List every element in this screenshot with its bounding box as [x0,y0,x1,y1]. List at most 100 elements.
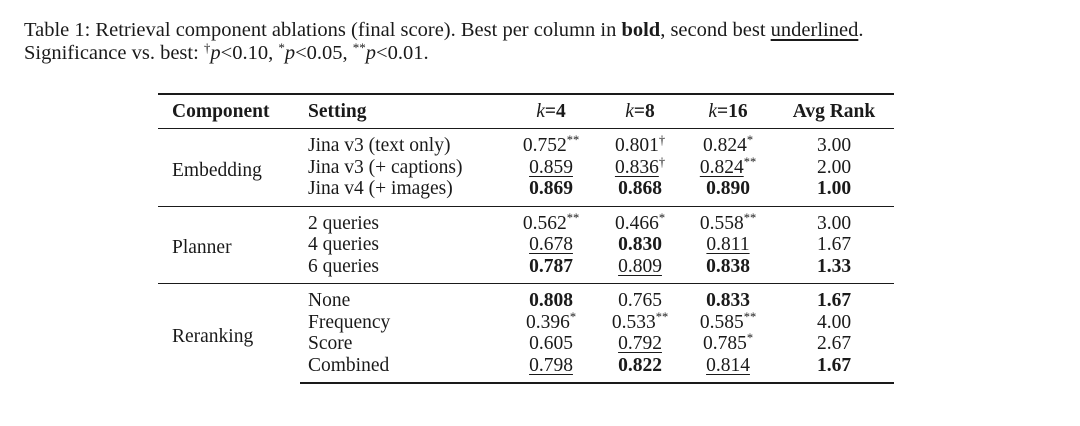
setting-cell: None [300,283,504,312]
table-row: Jina v3 (+ captions) 0.859 0.836† 0.824*… [158,154,894,179]
significance-mark: ** [655,309,669,324]
score-k8: 0.868 [598,178,682,206]
caption-line-1: Table 1: Retrieval component ablations (… [24,19,1064,42]
score-k16: 0.814 [682,354,774,384]
score-value: 0.808 [529,290,573,311]
k-value: =16 [717,100,748,122]
score-k16: 0.811 [682,234,774,256]
table-row: Frequency 0.396* 0.533** 0.585** 4.00 [158,309,894,334]
score-k8: 0.822 [598,354,682,384]
table-header: Component Setting k=4 k=8 k=16 Avg Rank [158,94,894,129]
score-value: 0.838 [706,255,750,277]
setting-cell: Jina v3 (+ captions) [308,156,463,178]
p-symbol: p [284,42,296,64]
p-symbol: p [210,42,221,64]
avg-rank-cell: 2.67 [816,333,852,354]
setting-cell: Jina v4 (+ images) [308,178,453,199]
score-value: 0.890 [706,178,750,199]
k-symbol: k [536,100,545,122]
header-component: Component [172,100,270,122]
score-value: 0.814 [706,354,750,376]
header-avg-rank: Avg Rank [792,100,876,122]
table-row: 4 queries 0.678 0.830 0.811 1.67 [158,234,894,256]
score-k16: 0.890 [682,178,774,206]
k-value: =8 [633,100,655,122]
score-k4: 0.798 [504,354,598,384]
table-row: Jina v4 (+ images) 0.869 0.868 0.890 1.0… [158,178,894,206]
results-table: Component Setting k=4 k=8 k=16 Avg Rank … [158,93,894,384]
score-k8: 0.765 [598,283,682,312]
score-value: 0.562 [522,212,567,234]
score-value: 0.822 [618,354,662,376]
score-k8: 0.792 [598,333,682,355]
score-k16: 0.838 [682,256,774,284]
significance-mark: * [658,210,666,225]
score-value: 0.859 [529,156,573,178]
score-value: 0.558 [699,212,744,234]
significance-mark: † [658,154,666,169]
score-value: 0.824 [702,135,747,156]
score-k16: 0.824** [682,154,774,179]
score-value: 0.809 [618,255,662,277]
component-label: Embedding [172,159,262,181]
score-value: 0.868 [618,178,662,199]
caption-text: , second best [660,19,771,41]
score-value: 0.785 [702,333,747,354]
header-k8: k=8 [598,94,682,129]
header-k4: k=4 [504,94,598,129]
score-value: 0.811 [706,234,750,255]
caption-line-2: Significance vs. best: †p<0.10, *p<0.05,… [24,40,1064,65]
score-k4: 0.787 [504,256,598,284]
caption-underlined-word: underlined [770,19,859,41]
score-k4: 0.752** [504,129,598,157]
component-label: Reranking [158,283,300,383]
score-value: 0.830 [618,234,662,255]
dagger-mark: † [203,40,211,55]
header-k16: k=16 [682,94,774,129]
score-k16: 0.833 [682,283,774,312]
score-value: 0.787 [529,255,573,277]
score-value: 0.798 [529,354,573,376]
avg-rank-cell: 4.00 [816,311,852,333]
k-symbol: k [708,100,718,122]
caption-text: Table 1: Retrieval component ablations (… [24,19,622,41]
score-k4: 0.605 [504,333,598,355]
setting-cell: Combined [300,354,504,384]
significance-mark: ** [566,210,580,225]
group-planner: Planner 2 queries 0.562** 0.466* 0.558**… [158,205,894,284]
table-row: 6 queries 0.787 0.809 0.838 1.33 [158,256,894,284]
score-value: 0.801 [614,135,659,156]
avg-rank-cell: 1.67 [774,354,894,384]
caption-text: <0.01. [376,42,429,64]
avg-rank-cell: 3.00 [774,205,894,234]
score-value: 0.533 [611,311,656,333]
score-k16: 0.824* [682,129,774,157]
significance-mark: ** [743,154,757,169]
score-k4: 0.396* [504,310,598,334]
header-row: Component Setting k=4 k=8 k=16 Avg Rank [158,94,894,129]
component-label: Planner [158,205,300,284]
table-row: Score 0.605 0.792 0.785* 2.67 [158,332,894,355]
score-value: 0.792 [618,333,662,354]
significance-mark: ** [743,309,757,324]
score-k8: 0.809 [598,256,682,284]
setting-cell: 4 queries [308,234,379,255]
table-caption: Table 1: Retrieval component ablations (… [24,19,1064,65]
setting-cell: Score [308,333,353,354]
score-value: 0.396 [525,311,570,333]
score-k4: 0.859 [504,157,598,179]
score-value: 0.833 [706,290,750,311]
setting-cell: 2 queries [300,205,504,234]
avg-rank-cell: 2.00 [816,156,852,178]
star-mark: * [278,40,285,55]
caption-text: Significance vs. best: [24,42,204,64]
k-symbol: k [625,100,634,122]
group-reranking: Reranking None 0.808 0.765 0.833 1.67 Fr… [158,283,894,384]
score-value: 0.605 [529,333,573,354]
table-row: Planner 2 queries 0.562** 0.466* 0.558**… [158,205,894,284]
significance-mark: * [746,133,754,147]
avg-rank-cell: 1.67 [774,283,894,312]
double-star-mark: ** [352,40,366,55]
caption-bold-word: bold [621,19,661,41]
p-symbol: p [365,42,377,64]
